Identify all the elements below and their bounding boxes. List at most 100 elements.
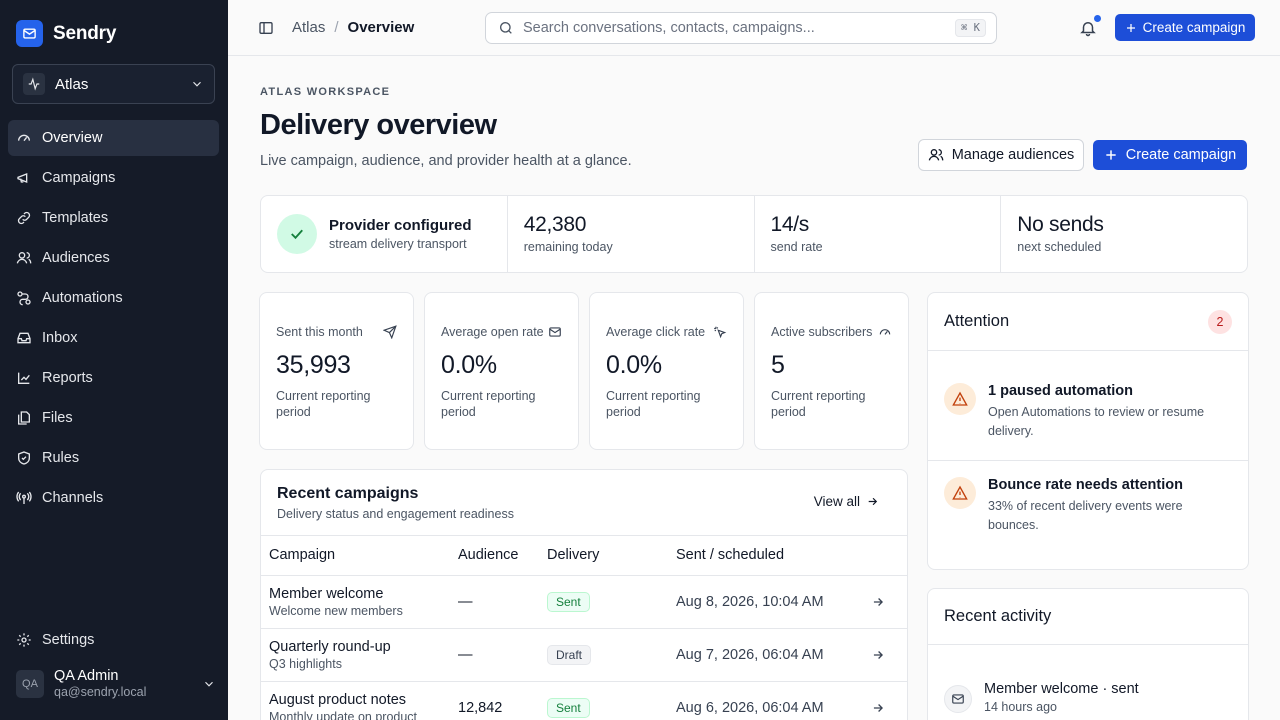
sidebar-item-audiences[interactable]: Audiences: [8, 240, 219, 276]
sidebar-toggle-icon[interactable]: [258, 20, 274, 36]
files-icon: [16, 410, 32, 426]
sidebar-item-overview[interactable]: Overview: [8, 120, 219, 156]
remaining-today: 42,380 remaining today: [508, 196, 755, 272]
sidebar-item-label: Settings: [42, 632, 95, 648]
search-box[interactable]: ⌘ K: [485, 12, 997, 44]
page-subtitle: Live campaign, audience, and provider he…: [260, 153, 632, 169]
attention-item[interactable]: Bounce rate needs attention 33% of recen…: [928, 461, 1248, 569]
user-menu[interactable]: QA QA Admin qa@sendry.local: [16, 666, 216, 702]
user-name: QA Admin: [54, 667, 119, 684]
column-header[interactable]: Audience: [450, 536, 539, 576]
arrow-right-icon[interactable]: [871, 595, 907, 609]
campaign-desc: Welcome new members: [269, 603, 403, 618]
campaign-desc: Monthly update on product: [269, 709, 418, 720]
brand-name: Sendry: [53, 22, 117, 44]
brand[interactable]: Sendry: [16, 20, 116, 47]
column-header[interactable]: Sent / scheduled: [668, 536, 863, 576]
sidebar-item-label: Campaigns: [42, 170, 116, 186]
workspace-name: Atlas: [55, 75, 89, 93]
users-icon: [928, 147, 944, 163]
manage-audiences-label: Manage audiences: [951, 147, 1075, 163]
status-badge: Sent: [547, 591, 590, 612]
activity-time: 14 hours ago: [984, 700, 1057, 714]
manage-audiences-button[interactable]: Manage audiences: [918, 139, 1084, 171]
recent-campaigns-panel: Recent campaigns Delivery status and eng…: [260, 469, 908, 720]
provider-status-strip: Provider configured stream delivery tran…: [260, 195, 1248, 273]
campaigns-table: Campaign Audience Delivery Sent / schedu…: [261, 536, 907, 720]
gauge-icon: [16, 130, 32, 146]
sidebar-item-files[interactable]: Files: [8, 400, 219, 436]
status-badge: Draft: [547, 644, 592, 665]
attention-desc: 33% of recent delivery events were bounc…: [988, 499, 1183, 532]
breadcrumb-workspace[interactable]: Atlas: [292, 19, 326, 36]
sidebar-item-label: Audiences: [42, 250, 110, 266]
table-row[interactable]: Member welcome Welcome new members — Sent…: [261, 575, 907, 629]
check-icon: [277, 214, 317, 254]
stat-label: Sent this month: [276, 325, 363, 339]
search-icon: [498, 20, 514, 36]
column-header[interactable]: Campaign: [261, 536, 450, 576]
arrow-right-icon: [866, 495, 879, 508]
sidebar-item-label: Templates: [42, 210, 109, 226]
sidebar-item-templates[interactable]: Templates: [8, 200, 219, 236]
stat-card-click-rate: Average click rate 0.0% Current reportin…: [589, 292, 744, 450]
gear-icon: [16, 632, 32, 648]
notification-dot: [1094, 15, 1101, 22]
search-input[interactable]: [523, 20, 947, 36]
sidebar-item-reports[interactable]: Reports: [8, 360, 219, 396]
attention-count-badge: 2: [1208, 309, 1232, 334]
sidebar-item-automations[interactable]: Automations: [8, 280, 219, 316]
plus-icon: [1125, 22, 1137, 34]
activity-title: Member welcome · sent: [984, 681, 1139, 697]
campaign-name[interactable]: August product notes: [269, 691, 407, 708]
stat-value: 0.0%: [606, 351, 662, 379]
gauge-icon: [878, 325, 892, 339]
provider-subtitle: stream delivery transport: [329, 237, 467, 251]
view-all-link[interactable]: View all: [814, 494, 879, 509]
megaphone-icon: [16, 170, 32, 186]
campaign-name[interactable]: Member welcome: [269, 585, 384, 602]
table-row[interactable]: Quarterly round-up Q3 highlights — Draft …: [261, 628, 907, 682]
arrow-right-icon[interactable]: [871, 701, 907, 715]
sidebar-item-inbox[interactable]: Inbox: [8, 320, 219, 356]
sidebar-item-campaigns[interactable]: Campaigns: [8, 160, 219, 196]
warning-icon: [944, 477, 976, 509]
create-campaign-button-top[interactable]: Create campaign: [1115, 14, 1255, 41]
stat-card-open-rate: Average open rate 0.0% Current reporting…: [424, 292, 579, 450]
attention-item[interactable]: 1 paused automation Open Automations to …: [928, 351, 1248, 461]
campaign-name[interactable]: Quarterly round-up: [269, 638, 391, 655]
table-row[interactable]: August product notes Monthly update on pr…: [261, 681, 907, 720]
workspace-switcher[interactable]: Atlas: [12, 64, 215, 104]
sidebar-item-settings[interactable]: Settings: [16, 632, 94, 648]
panel-title: Recent campaigns: [277, 485, 419, 502]
breadcrumb-separator: /: [334, 19, 339, 36]
stat-card-sent: Sent this month 35,993 Current reporting…: [259, 292, 414, 450]
column-header[interactable]: Delivery: [539, 536, 668, 576]
create-campaign-button[interactable]: Create campaign: [1093, 140, 1247, 170]
mail-icon: [548, 325, 562, 339]
activity-icon: [23, 73, 45, 95]
sidebar-item-label: Channels: [42, 490, 104, 506]
chevron-down-icon: [202, 677, 216, 691]
activity-item[interactable]: Member welcome · sent 14 hours ago: [928, 645, 1248, 714]
bell-icon[interactable]: [1079, 19, 1097, 37]
campaign-audience: —: [450, 575, 539, 629]
campaign-date: Aug 6, 2026, 06:04 AM: [668, 681, 863, 720]
chevron-down-icon: [190, 77, 204, 91]
user-email: qa@sendry.local: [54, 685, 147, 700]
remaining-label: remaining today: [523, 240, 613, 254]
attention-title: Bounce rate needs attention: [988, 477, 1183, 493]
sidebar-item-channels[interactable]: Channels: [8, 480, 219, 516]
send-rate-label: send rate: [770, 240, 823, 254]
sidebar-item-rules[interactable]: Rules: [8, 440, 219, 476]
arrow-right-icon[interactable]: [871, 648, 907, 662]
attention-title: 1 paused automation: [988, 383, 1134, 399]
sidebar-item-label: Automations: [42, 290, 123, 306]
warning-icon: [944, 383, 976, 415]
next-scheduled: No sends next scheduled: [1001, 196, 1247, 272]
sidebar-item-label: Reports: [42, 370, 93, 386]
stat-value: 0.0%: [441, 351, 497, 379]
status-badge: Sent: [547, 697, 590, 718]
campaign-audience: —: [450, 628, 539, 682]
stat-label: Average click rate: [606, 325, 706, 339]
